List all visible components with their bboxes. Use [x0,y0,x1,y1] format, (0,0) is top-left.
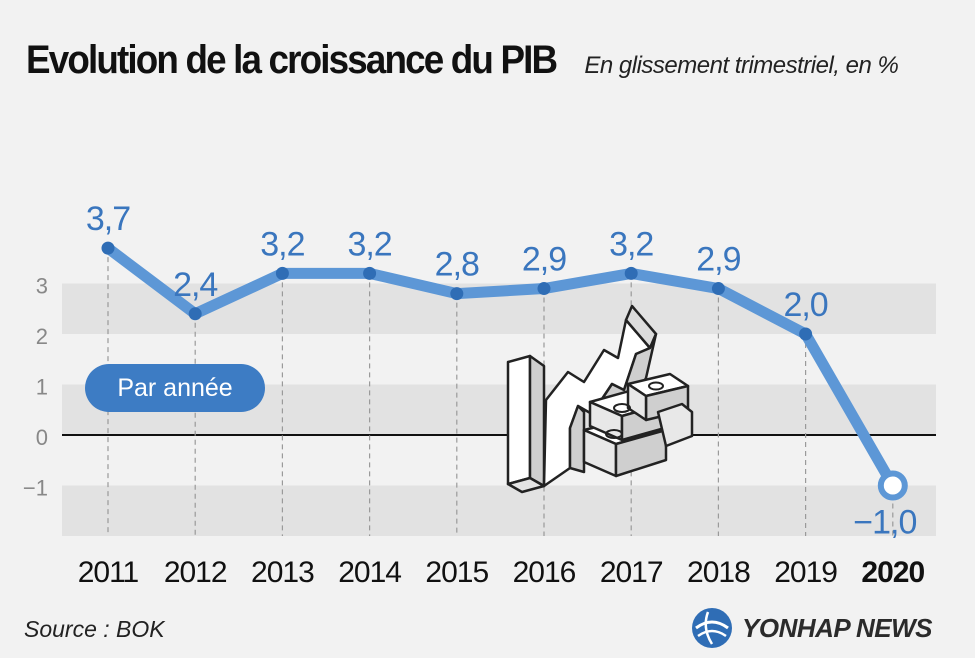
y-tick-label: 3 [36,274,48,299]
data-label: 3,2 [347,225,391,263]
x-tick-label: 2014 [338,556,401,589]
yonhap-globe-icon [692,608,732,648]
vertical-gridlines [107,248,894,536]
money-chart-illustration [506,304,694,494]
y-axis: 3 2 1 0 −1 [23,274,48,501]
data-label: 3,7 [86,200,130,238]
x-tick-label: 2020 [861,556,924,589]
x-tick-label: 2018 [687,556,750,589]
frequency-badge: Par année [85,364,265,412]
data-point [275,266,289,280]
data-point-highlight [877,470,908,501]
y-tick-label: −1 [23,476,48,501]
brand-logo: YONHAP NEWS [690,606,933,650]
data-point [711,282,725,296]
data-point [624,266,638,280]
series-line [102,242,899,491]
x-tick-label: 2015 [425,556,488,589]
data-label: 2,9 [696,241,740,279]
data-point [101,241,115,255]
title-row: Evolution de la croissance du PIB En gli… [26,38,899,83]
source-note: Source : BOK [24,616,165,642]
data-label: 3,2 [609,225,653,263]
brand-name: YONHAP NEWS [742,612,933,643]
x-tick-label: 2013 [251,556,314,589]
x-tick-label: 2011 [78,556,139,589]
data-point [799,327,813,341]
data-point [188,307,202,321]
data-point [537,282,551,296]
data-labels: 3,7 2,4 3,2 3,2 2,8 2,9 3,2 2,9 2,0 −1,0 [86,200,918,542]
data-point [363,266,377,280]
x-axis: 2011 2012 2013 2014 2015 2016 2017 2018 2019 2020 [78,556,926,589]
data-label: 3,2 [260,225,304,263]
grid-bands [62,283,936,536]
y-tick-label: 1 [36,375,48,400]
x-tick-label: 2019 [774,556,837,589]
data-label: 2,0 [783,286,827,324]
x-tick-label: 2017 [600,556,663,589]
data-label: 2,4 [173,266,217,304]
chart-subtitle: En glissement trimestriel, en % [584,52,899,79]
grid-band [62,485,936,536]
data-label: 2,8 [435,246,479,284]
y-tick-label: 0 [36,425,48,450]
data-label: −1,0 [853,504,916,542]
chart-title: Evolution de la croissance du PIB [26,38,558,82]
x-tick-label: 2012 [164,556,227,589]
x-tick-label: 2016 [513,556,576,589]
data-point [450,287,464,301]
y-tick-label: 2 [36,324,48,349]
data-points [101,241,908,501]
data-label: 2,9 [522,241,566,279]
